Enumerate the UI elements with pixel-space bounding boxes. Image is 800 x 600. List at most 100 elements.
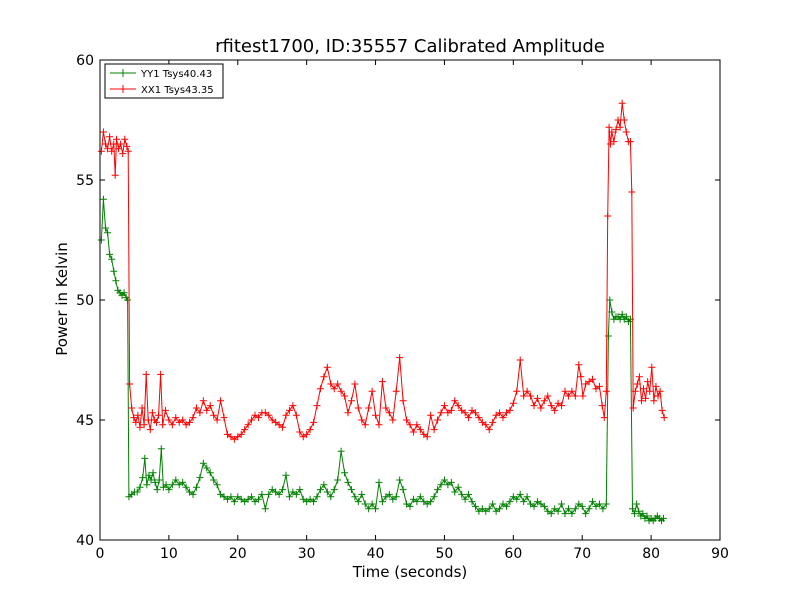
plot-series — [97, 99, 668, 525]
data-point — [540, 397, 548, 405]
data-point — [165, 416, 173, 424]
data-point — [106, 133, 114, 141]
data-point — [427, 411, 435, 419]
legend-box — [104, 63, 224, 99]
data-point — [416, 426, 424, 434]
data-point — [206, 469, 214, 477]
data-point — [151, 478, 159, 486]
data-point — [602, 500, 610, 508]
legend-label-xx1: XX1 Tsys43.35 — [141, 85, 214, 96]
data-point — [475, 414, 483, 422]
data-point — [210, 476, 218, 484]
data-point — [120, 289, 128, 297]
data-point — [142, 370, 150, 378]
data-point — [213, 416, 221, 424]
data-point — [506, 498, 514, 506]
data-point — [133, 488, 141, 496]
x-tick-label: 70 — [573, 546, 591, 562]
y-tick-label: 55 — [76, 173, 94, 189]
data-point — [612, 126, 620, 134]
data-point — [206, 402, 214, 410]
data-point — [465, 490, 473, 498]
data-point — [513, 387, 521, 395]
data-point — [485, 505, 493, 513]
data-point — [658, 406, 666, 414]
data-point — [602, 387, 610, 395]
data-point — [168, 481, 176, 489]
data-point — [285, 493, 293, 501]
data-point — [604, 332, 612, 340]
data-point — [292, 490, 300, 498]
data-point — [614, 116, 622, 124]
data-point — [108, 255, 116, 263]
data-point — [509, 399, 517, 407]
y-tick-label: 40 — [76, 533, 94, 549]
data-point — [635, 373, 643, 381]
data-point — [337, 387, 345, 395]
chart-title: rfitest1700, ID:35557 Calibrated Amplitu… — [215, 36, 605, 57]
data-point — [622, 128, 630, 136]
data-point — [112, 277, 120, 285]
data-point — [654, 392, 662, 400]
data-point — [646, 387, 654, 395]
data-point — [254, 414, 262, 422]
data-point — [660, 514, 668, 522]
data-point — [598, 402, 606, 410]
data-point — [637, 397, 645, 405]
data-point — [461, 495, 469, 503]
data-point — [110, 140, 118, 148]
data-point — [561, 387, 569, 395]
x-ticks: 0 10 20 30 40 50 60 70 80 90 — [96, 60, 729, 562]
data-point — [558, 500, 566, 508]
data-point — [285, 406, 293, 414]
data-point — [595, 500, 603, 508]
data-point — [516, 490, 524, 498]
data-point — [138, 404, 146, 412]
data-point — [520, 392, 528, 400]
legend-marker-xx1 — [119, 85, 127, 93]
data-point — [513, 495, 521, 503]
data-point — [554, 507, 562, 515]
y-tick-label: 50 — [76, 293, 94, 309]
data-point — [396, 354, 404, 362]
data-point — [629, 505, 637, 513]
data-point — [155, 411, 163, 419]
data-point — [106, 250, 114, 258]
data-point — [192, 483, 200, 491]
data-point — [354, 404, 362, 412]
data-point — [344, 409, 352, 417]
data-point — [113, 135, 121, 143]
data-point — [520, 498, 528, 506]
data-point — [157, 370, 165, 378]
data-point — [99, 128, 107, 136]
data-point — [347, 486, 355, 494]
data-point — [313, 493, 321, 501]
data-point — [506, 406, 514, 414]
data-point — [368, 387, 376, 395]
data-point — [196, 409, 204, 417]
data-point — [140, 421, 148, 429]
data-point — [530, 502, 538, 510]
data-point — [639, 510, 647, 518]
data-point — [143, 481, 151, 489]
data-point — [341, 392, 349, 400]
data-point — [334, 380, 342, 388]
data-point — [571, 505, 579, 513]
data-point — [496, 505, 504, 513]
data-point — [533, 394, 541, 402]
data-point — [203, 464, 211, 472]
data-point — [365, 505, 373, 513]
data-point — [153, 486, 161, 494]
data-point — [213, 481, 221, 489]
data-point — [248, 493, 256, 501]
data-point — [544, 392, 552, 400]
data-point — [578, 502, 586, 510]
y-axis-label: Power in Kelvin — [53, 242, 71, 356]
data-point — [568, 510, 576, 518]
data-point — [540, 502, 548, 510]
data-point — [599, 505, 607, 513]
data-point — [128, 404, 136, 412]
data-point — [616, 123, 624, 131]
data-point — [600, 414, 608, 422]
